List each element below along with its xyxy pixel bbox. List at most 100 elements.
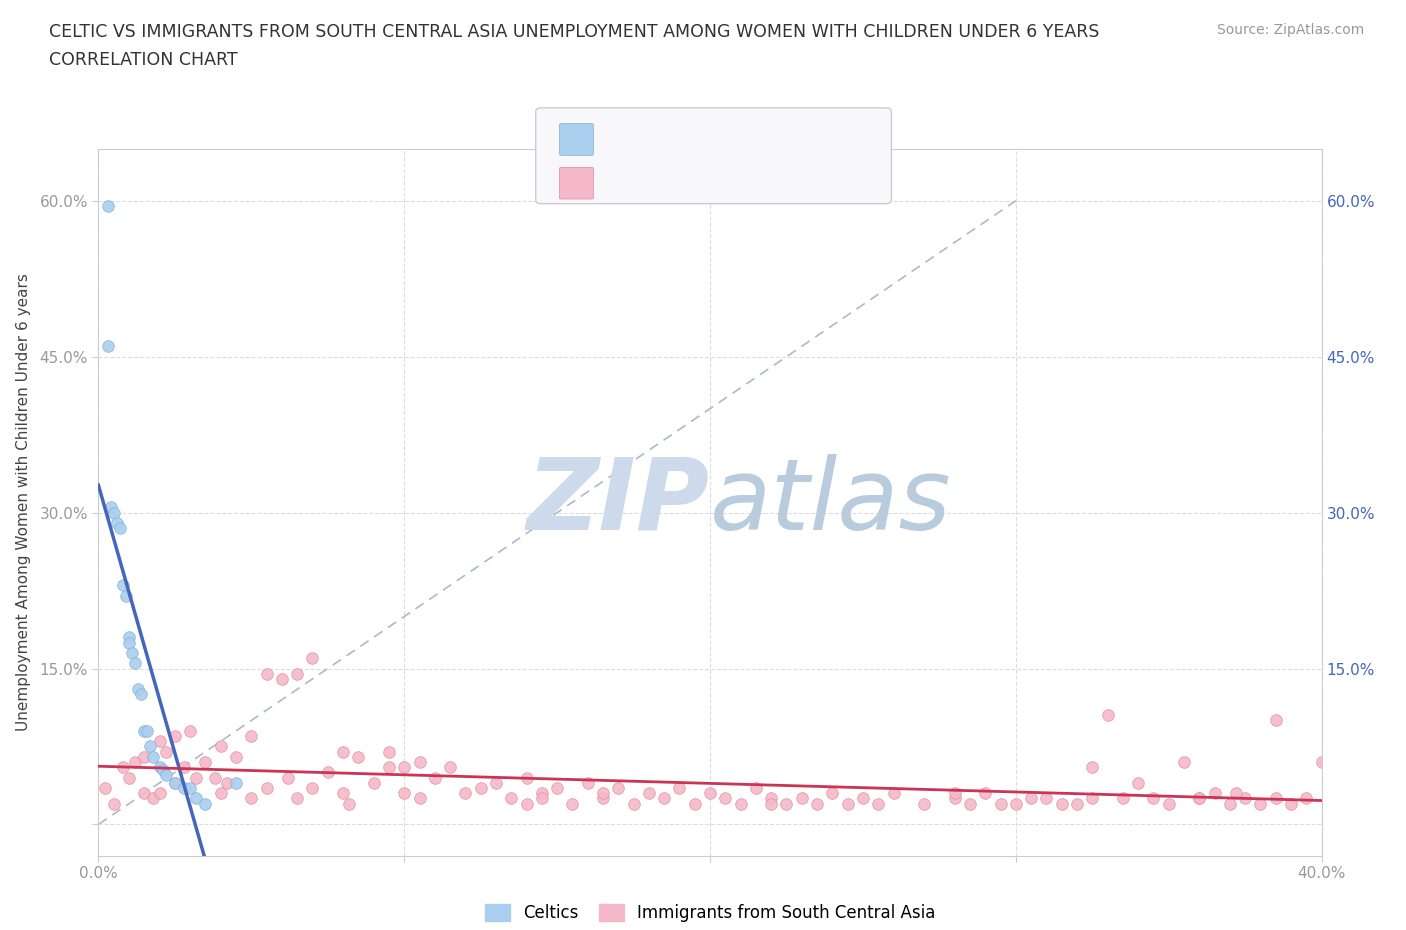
Point — [1279, 796, 1302, 811]
Point — [134, 724, 156, 738]
Point — [1142, 791, 1164, 806]
Text: R = 0.045   N = 110: R = 0.045 N = 110 — [609, 174, 790, 193]
Point — [163, 776, 186, 790]
Point — [821, 786, 844, 801]
Point — [97, 198, 120, 213]
Point — [1204, 786, 1226, 801]
Point — [173, 780, 195, 795]
Point — [943, 791, 966, 806]
Point — [316, 765, 339, 780]
Point — [1066, 796, 1088, 811]
Point — [115, 589, 138, 604]
Point — [516, 770, 538, 785]
Point — [974, 786, 997, 801]
Point — [363, 776, 385, 790]
Point — [912, 796, 935, 811]
Point — [1264, 791, 1286, 806]
Point — [118, 630, 141, 644]
Point — [638, 786, 661, 801]
Point — [378, 760, 401, 775]
Point — [561, 796, 583, 811]
Point — [683, 796, 706, 811]
Point — [186, 791, 208, 806]
Point — [1219, 796, 1241, 811]
Point — [134, 786, 156, 801]
Point — [179, 780, 201, 795]
Point — [1234, 791, 1257, 806]
Point — [943, 786, 966, 801]
Point — [392, 786, 416, 801]
Point — [516, 796, 538, 811]
Point — [134, 750, 156, 764]
Point — [142, 791, 165, 806]
Point — [730, 796, 752, 811]
Point — [173, 760, 195, 775]
Point — [209, 739, 232, 754]
Point — [1157, 796, 1180, 811]
Point — [127, 682, 149, 697]
Point — [103, 505, 125, 520]
Point — [332, 744, 354, 759]
Point — [530, 791, 553, 806]
Point — [129, 687, 152, 702]
Point — [163, 776, 186, 790]
Point — [423, 770, 446, 785]
Point — [163, 728, 186, 743]
Point — [179, 724, 201, 738]
Point — [761, 796, 783, 811]
Point — [256, 780, 278, 795]
Point — [118, 635, 141, 650]
Point — [883, 786, 905, 801]
Text: R=  0.167   N =  27: R= 0.167 N = 27 — [609, 130, 785, 149]
Point — [1081, 760, 1104, 775]
Point — [868, 796, 890, 811]
Point — [745, 780, 768, 795]
Point — [285, 791, 308, 806]
Point — [959, 796, 981, 811]
Point — [1112, 791, 1135, 806]
Point — [1188, 791, 1211, 806]
Point — [530, 786, 553, 801]
Point — [194, 754, 217, 769]
Point — [301, 780, 323, 795]
Point — [93, 780, 115, 795]
Point — [301, 651, 323, 666]
Point — [155, 767, 177, 782]
Point — [1128, 776, 1150, 790]
Point — [546, 780, 568, 795]
Point — [623, 796, 645, 811]
Point — [1173, 754, 1195, 769]
Point — [408, 791, 430, 806]
Point — [439, 760, 461, 775]
Point — [111, 760, 134, 775]
Point — [1188, 791, 1211, 806]
Point — [149, 734, 172, 749]
Point — [1035, 791, 1057, 806]
Point — [100, 500, 122, 515]
Point — [332, 786, 354, 801]
Legend: Celtics, Immigrants from South Central Asia: Celtics, Immigrants from South Central A… — [478, 897, 942, 928]
Point — [186, 770, 208, 785]
Text: atlas: atlas — [710, 454, 952, 551]
Point — [256, 666, 278, 681]
Point — [592, 791, 614, 806]
Point — [990, 796, 1012, 811]
Point — [139, 739, 162, 754]
Point — [576, 776, 599, 790]
Point — [136, 724, 159, 738]
Point — [1081, 791, 1104, 806]
Point — [225, 776, 247, 790]
Point — [408, 754, 430, 769]
Point — [225, 750, 247, 764]
Point — [501, 791, 523, 806]
Point — [1019, 791, 1042, 806]
Point — [470, 780, 492, 795]
Y-axis label: Unemployment Among Women with Children Under 6 years: Unemployment Among Women with Children U… — [17, 273, 31, 731]
Point — [103, 796, 125, 811]
Point — [714, 791, 737, 806]
Point — [392, 760, 416, 775]
Point — [155, 744, 177, 759]
Point — [149, 786, 172, 801]
Point — [209, 786, 232, 801]
Point — [454, 786, 477, 801]
